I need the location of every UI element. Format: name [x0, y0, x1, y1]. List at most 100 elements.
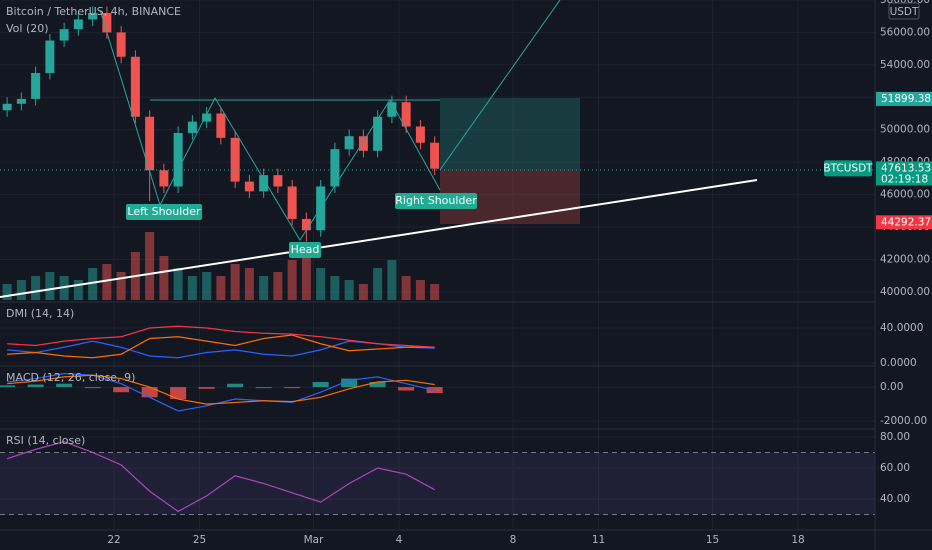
- annotation-box: [126, 204, 202, 220]
- candle-body: [145, 116, 155, 171]
- annotation-box: [289, 242, 321, 258]
- volume-bar: [387, 260, 397, 300]
- volume-bar: [216, 276, 226, 300]
- volume-bar: [202, 272, 212, 300]
- candle-body: [216, 113, 226, 138]
- volume-bar: [415, 280, 425, 300]
- candle-body: [102, 12, 112, 33]
- candle-body: [430, 142, 440, 169]
- currency-box: [888, 2, 920, 20]
- volume-bar: [31, 276, 41, 300]
- x-tick-label: 25: [193, 534, 206, 546]
- indicator-line: [7, 334, 435, 359]
- annotation: Left Shoulder: [127, 205, 201, 218]
- y-tick-label: 42000.00: [880, 253, 930, 265]
- y-tick-label: 50000.00: [880, 124, 930, 136]
- countdown-bg: [876, 173, 932, 186]
- price-tag-label: 44292.37: [881, 216, 931, 228]
- volume-bar: [116, 272, 126, 300]
- rsi-title: RSI (14, close): [6, 434, 85, 447]
- x-tick-label: 18: [791, 534, 804, 546]
- candle-body: [415, 126, 425, 143]
- candle-body: [387, 102, 397, 117]
- volume-bar: [301, 248, 311, 300]
- y-tick-label: 40000.00: [880, 286, 930, 298]
- volume-bar: [344, 280, 354, 300]
- y-tick-label: 0.0000: [880, 357, 917, 369]
- volume-title: Vol (20): [6, 22, 49, 35]
- histogram-bar: [398, 387, 415, 391]
- symbol-tag: [824, 160, 872, 177]
- y-tick-label: -2000.00: [880, 415, 927, 427]
- candle-body: [16, 98, 26, 104]
- indicator-line: [6, 440, 435, 513]
- price-tag: [876, 91, 932, 106]
- y-tick-label: 40.00: [880, 493, 910, 505]
- y-tick-label: 80.00: [880, 431, 910, 443]
- chart-title: Bitcoin / TetherUS, 4h, BINANCE: [6, 5, 181, 18]
- volume-bar: [273, 272, 283, 300]
- x-tick-label: Mar: [304, 534, 324, 546]
- candle-body: [301, 218, 311, 231]
- histogram-bar: [227, 383, 244, 388]
- volume-bar: [373, 268, 383, 300]
- histogram-bar: [0, 385, 16, 388]
- y-tick-label: 54000.00: [880, 59, 930, 71]
- labels: 40000.0042000.0044000.0046000.0048000.00…: [107, 0, 932, 546]
- histogram-bar: [141, 387, 158, 398]
- y-tick-label: 0.00: [880, 381, 903, 393]
- annotation-box: [395, 193, 477, 209]
- volume-bar: [287, 260, 297, 300]
- candle-body: [287, 186, 297, 219]
- y-tick-label: 60.00: [880, 462, 910, 474]
- histogram-bar: [312, 381, 329, 388]
- volume-bar: [401, 276, 411, 300]
- candle-body: [88, 12, 98, 20]
- rsi-band: [0, 452, 875, 515]
- currency: USDT: [890, 6, 919, 18]
- price-tag-label: 51899.38: [881, 93, 931, 105]
- price-tag-label: 47613.53: [881, 162, 931, 174]
- symbol-label: BTCUSDT: [823, 162, 873, 174]
- x-tick-label: 4: [396, 534, 403, 546]
- macd-title: MACD (12, 26, close, 9): [6, 371, 135, 384]
- x-tick-label: 11: [592, 534, 605, 546]
- candle-body: [344, 136, 354, 150]
- pattern-line: [99, 9, 441, 241]
- volume-bar: [230, 264, 240, 300]
- volume-bar: [45, 272, 55, 300]
- x-tick-label: 22: [107, 534, 120, 546]
- indicator-line: [7, 325, 435, 348]
- histogram-bar: [113, 387, 130, 393]
- volume-bar: [159, 256, 169, 300]
- projection-line: [439, 0, 561, 171]
- candle-body: [187, 121, 197, 133]
- histogram-bar: [84, 387, 101, 389]
- candle-body: [259, 175, 269, 192]
- candle-body: [130, 56, 140, 117]
- y-tick-label: 40.0000: [880, 322, 923, 334]
- candle-body: [230, 137, 240, 182]
- volume-bar: [244, 268, 254, 300]
- candle-body: [31, 72, 41, 99]
- candle-body: [45, 40, 55, 73]
- volume-bar: [73, 280, 83, 300]
- candle-body: [358, 136, 368, 151]
- candle-body: [59, 29, 69, 41]
- histogram-bar: [255, 387, 272, 389]
- candle-body: [2, 103, 12, 111]
- x-tick-label: 8: [510, 534, 517, 546]
- candle-body: [330, 149, 340, 187]
- indicator-line: [7, 374, 435, 405]
- volume-bar: [88, 268, 98, 300]
- trend-line: [0, 179, 758, 298]
- annotation: Right Shoulder: [395, 194, 477, 207]
- y-tick-label: 46000.00: [880, 189, 930, 201]
- volume-bar: [16, 280, 26, 300]
- histogram-bar: [56, 383, 73, 388]
- y-tick-label: 56000.00: [880, 26, 930, 38]
- price-tag: [876, 161, 932, 176]
- histogram-bar: [170, 387, 187, 400]
